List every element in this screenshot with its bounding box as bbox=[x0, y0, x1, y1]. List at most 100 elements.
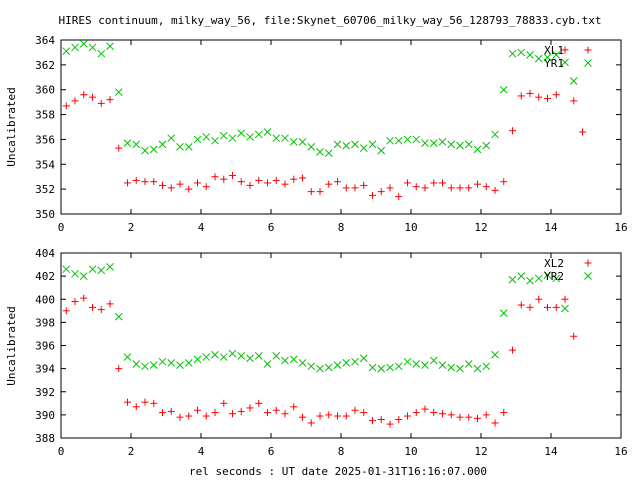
point-YR2 bbox=[508, 275, 517, 284]
point-YR1 bbox=[534, 54, 543, 63]
point-XL2 bbox=[447, 411, 455, 419]
point-XL2 bbox=[334, 412, 341, 420]
point-XL1 bbox=[115, 144, 123, 152]
x-tick-label: 10 bbox=[404, 221, 417, 234]
point-XL1 bbox=[176, 180, 184, 188]
point-XL2 bbox=[570, 332, 578, 340]
point-XL2 bbox=[395, 416, 403, 423]
point-XL2 bbox=[264, 409, 271, 417]
point-XL2 bbox=[500, 409, 508, 417]
point-YR1 bbox=[403, 135, 412, 144]
point-XL2 bbox=[185, 412, 193, 420]
point-YR2 bbox=[464, 360, 473, 368]
point-XL1 bbox=[167, 184, 175, 192]
point-XL2 bbox=[377, 416, 385, 423]
point-XL2 bbox=[159, 409, 166, 417]
point-YR1 bbox=[456, 141, 464, 150]
point-YR2 bbox=[184, 358, 193, 367]
point-YR2 bbox=[333, 361, 342, 370]
point-YR1 bbox=[263, 128, 272, 136]
point-XL1 bbox=[316, 188, 324, 196]
point-XL1 bbox=[220, 175, 228, 183]
series-YR2 bbox=[62, 263, 569, 373]
point-YR2 bbox=[421, 361, 429, 370]
point-YR2 bbox=[456, 364, 464, 373]
point-XL2 bbox=[430, 409, 438, 417]
point-YR1 bbox=[464, 140, 473, 149]
point-XL2 bbox=[141, 398, 149, 406]
point-YR1 bbox=[211, 136, 219, 145]
point-YR1 bbox=[237, 129, 246, 138]
point-XL1 bbox=[369, 191, 376, 199]
point-XL1 bbox=[430, 179, 438, 187]
point-XL2 bbox=[491, 419, 499, 427]
point-YR1 bbox=[351, 140, 359, 149]
point-XL2 bbox=[290, 403, 298, 411]
point-YR1 bbox=[272, 134, 281, 143]
point-XL2 bbox=[456, 413, 464, 421]
point-XL1 bbox=[202, 183, 210, 191]
ylabel-top: Uncalibrated bbox=[5, 87, 18, 166]
point-XL2 bbox=[115, 365, 123, 373]
point-YR1 bbox=[491, 130, 499, 139]
point-YR2 bbox=[342, 358, 351, 367]
point-XL2 bbox=[132, 403, 140, 411]
y-tick-label: 362 bbox=[35, 59, 55, 72]
point-YR2 bbox=[403, 357, 412, 366]
point-XL2 bbox=[421, 405, 429, 413]
legend-marker-YR1 bbox=[584, 59, 592, 67]
point-YR2 bbox=[552, 274, 561, 283]
point-YR1 bbox=[316, 148, 324, 156]
point-XL2 bbox=[526, 303, 534, 311]
point-YR2 bbox=[412, 360, 421, 368]
y-tick-label: 404 bbox=[35, 247, 55, 260]
point-XL1 bbox=[80, 91, 88, 99]
point-YR2 bbox=[106, 263, 114, 271]
point-YR2 bbox=[307, 362, 316, 371]
point-YR2 bbox=[377, 364, 386, 373]
point-XL2 bbox=[124, 398, 131, 406]
point-XL1 bbox=[325, 180, 333, 188]
point-YR2 bbox=[543, 271, 552, 279]
x-tick-label: 8 bbox=[338, 221, 345, 234]
point-XL1 bbox=[62, 102, 70, 110]
point-YR1 bbox=[324, 149, 333, 157]
series-XL2 bbox=[62, 294, 578, 428]
y-tick-label: 388 bbox=[35, 432, 55, 445]
legend-label-XL1: XL1 bbox=[544, 44, 564, 57]
point-YR1 bbox=[193, 135, 202, 144]
point-XL1 bbox=[185, 185, 193, 193]
point-YR2 bbox=[158, 357, 167, 366]
point-XL2 bbox=[202, 412, 210, 420]
legend-marker-XL1 bbox=[584, 46, 592, 54]
point-XL2 bbox=[404, 412, 411, 420]
point-YR2 bbox=[97, 266, 106, 275]
point-XL2 bbox=[342, 412, 350, 420]
point-XL2 bbox=[369, 417, 376, 425]
point-XL1 bbox=[500, 178, 508, 186]
point-YR1 bbox=[482, 141, 491, 150]
point-XL2 bbox=[80, 294, 88, 302]
point-XL2 bbox=[316, 412, 324, 420]
legend-marker-YR2 bbox=[584, 272, 592, 280]
point-YR2 bbox=[386, 363, 394, 372]
point-YR1 bbox=[298, 138, 307, 146]
point-YR2 bbox=[473, 364, 482, 373]
point-YR1 bbox=[473, 145, 482, 154]
point-YR2 bbox=[324, 363, 333, 372]
point-YR1 bbox=[123, 139, 132, 148]
point-XL1 bbox=[132, 176, 140, 184]
point-XL1 bbox=[71, 97, 79, 105]
point-YR2 bbox=[429, 356, 438, 365]
y-tick-label: 390 bbox=[35, 409, 55, 422]
point-XL1 bbox=[141, 178, 149, 186]
point-XL1 bbox=[264, 179, 271, 187]
point-XL1 bbox=[272, 176, 280, 184]
point-YR1 bbox=[377, 146, 386, 155]
x-tick-label: 16 bbox=[614, 445, 627, 458]
point-YR2 bbox=[394, 362, 403, 371]
point-XL1 bbox=[334, 178, 341, 186]
point-XL2 bbox=[465, 413, 473, 421]
point-XL1 bbox=[386, 184, 394, 192]
y-tick-label: 402 bbox=[35, 270, 55, 283]
